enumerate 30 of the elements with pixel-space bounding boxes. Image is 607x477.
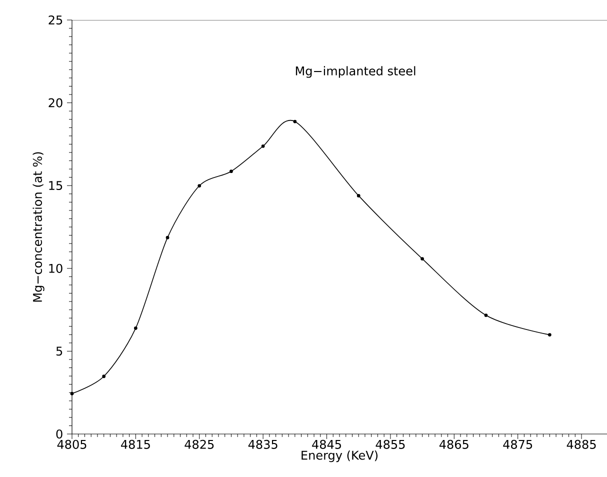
x-tick-label: 4835 [248, 440, 278, 449]
point [261, 144, 265, 148]
x-tick-label: 4845 [312, 440, 341, 449]
x-tick-label: 4805 [57, 440, 86, 449]
point [102, 374, 106, 378]
x-tick-label: 4875 [503, 440, 532, 449]
y-axis-title: Mg−concentration (at %) [32, 152, 44, 302]
x-tick-label: 4865 [439, 440, 468, 449]
point [166, 236, 170, 240]
point [198, 184, 202, 188]
y-tick-label: 20 [48, 98, 62, 108]
point [420, 257, 424, 260]
x-axis-title: Energy (KeV) [302, 450, 378, 462]
text: Mg−implanted steel [296, 66, 416, 78]
point [134, 326, 138, 330]
point [548, 333, 552, 336]
y-tick-label: 0 [56, 429, 62, 439]
x-tick-label: 4815 [121, 440, 150, 449]
x-tick-label: 4855 [376, 440, 405, 449]
x-tick-label: 4825 [184, 440, 214, 449]
x-tick-label: 4885 [566, 440, 596, 449]
y-tick-label: 25 [48, 15, 62, 25]
point [230, 170, 233, 174]
y-tick-label: 10 [49, 264, 62, 273]
point [484, 314, 488, 317]
y-tick-label: 15 [49, 181, 62, 190]
y-tick-label: 5 [56, 346, 62, 356]
point [356, 194, 360, 198]
point [70, 392, 74, 396]
point [293, 120, 297, 124]
